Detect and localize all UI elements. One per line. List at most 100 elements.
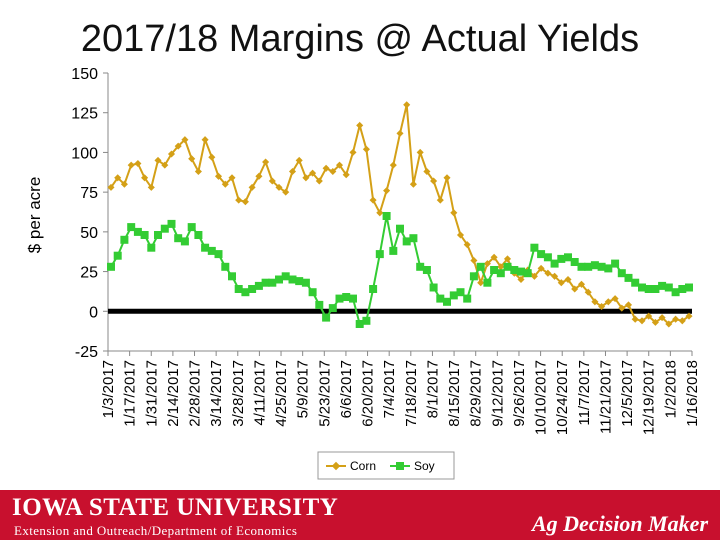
y-axis-title-group: $ per acre bbox=[25, 177, 44, 254]
data-point-corn bbox=[349, 148, 357, 156]
data-point-corn bbox=[228, 174, 236, 182]
data-point-soy bbox=[590, 261, 599, 270]
data-point-soy bbox=[483, 278, 492, 287]
data-point-corn bbox=[503, 255, 512, 263]
x-axis-ticks: 1/3/2017 1/17/2017 1/31/2017 2/14/2017 2/28/… bbox=[100, 351, 701, 435]
legend-soy-marker bbox=[396, 462, 404, 470]
data-point-soy bbox=[207, 246, 216, 255]
x-tick-label: 11/7/2017 bbox=[576, 360, 593, 426]
data-point-corn bbox=[322, 164, 330, 172]
y-tick-label: 25 bbox=[80, 265, 98, 282]
data-point-corn bbox=[241, 198, 249, 206]
x-tick-label: 4/25/2017 bbox=[273, 360, 290, 427]
data-point-soy bbox=[651, 285, 660, 293]
data-point-soy bbox=[664, 283, 673, 292]
data-point-soy bbox=[564, 253, 572, 262]
x-tick-label: 1/16/2018 bbox=[684, 360, 701, 427]
data-point-soy bbox=[436, 294, 445, 303]
data-point-soy bbox=[375, 250, 384, 259]
data-point-soy bbox=[617, 269, 626, 278]
data-point-soy bbox=[241, 288, 250, 297]
data-point-corn bbox=[376, 209, 384, 217]
legend-corn-marker bbox=[331, 461, 341, 471]
data-point-corn bbox=[295, 156, 303, 164]
data-point-soy bbox=[389, 246, 398, 255]
data-point-soy bbox=[523, 269, 532, 278]
data-point-corn bbox=[221, 180, 229, 188]
data-point-corn bbox=[309, 169, 317, 177]
data-point-corn bbox=[369, 196, 377, 204]
data-point-soy bbox=[671, 288, 680, 297]
x-tick-label: 6/6/2017 bbox=[338, 360, 355, 418]
data-point-soy bbox=[288, 275, 297, 284]
data-point-soy bbox=[301, 278, 310, 287]
data-point-corn bbox=[134, 159, 142, 168]
data-point-soy bbox=[678, 285, 687, 293]
x-tick-label: 1/31/2017 bbox=[143, 360, 160, 427]
data-point-corn bbox=[551, 272, 559, 280]
y-tick-label: -25 bbox=[75, 344, 98, 361]
axis-lines bbox=[107, 73, 692, 352]
data-point-corn bbox=[167, 150, 176, 158]
data-point-soy bbox=[349, 294, 357, 303]
data-point-soy bbox=[369, 285, 378, 293]
data-point-soy bbox=[469, 272, 478, 281]
x-tick-label: 10/24/2017 bbox=[554, 360, 571, 435]
data-point-soy bbox=[248, 285, 257, 293]
data-point-soy bbox=[443, 297, 451, 306]
x-tick-label: 2/28/2017 bbox=[187, 360, 204, 427]
data-point-corn bbox=[423, 167, 431, 176]
data-point-corn bbox=[624, 301, 633, 309]
data-point-corn bbox=[477, 279, 485, 287]
data-point-corn bbox=[577, 280, 586, 288]
data-point-corn bbox=[544, 269, 552, 277]
data-point-corn bbox=[658, 314, 666, 322]
x-tick-label: 4/11/2017 bbox=[251, 360, 268, 426]
x-tick-label: 12/19/2017 bbox=[641, 360, 658, 435]
x-tick-label: 7/18/2017 bbox=[403, 360, 420, 427]
data-point-corn bbox=[396, 129, 404, 137]
data-point-soy bbox=[624, 273, 633, 282]
x-tick-label: 3/14/2017 bbox=[208, 360, 225, 427]
data-point-soy bbox=[476, 262, 485, 271]
data-point-soy bbox=[261, 278, 270, 287]
data-point-corn bbox=[665, 320, 673, 328]
data-point-corn bbox=[154, 156, 162, 164]
data-point-soy bbox=[557, 254, 566, 263]
data-point-corn bbox=[255, 172, 263, 180]
data-point-soy bbox=[281, 272, 290, 281]
y-axis-ticks: 150 125 100 75 50 25 0 -25 bbox=[71, 66, 108, 361]
data-point-soy bbox=[214, 250, 223, 259]
x-tick-label: 11/21/2017 bbox=[597, 360, 614, 434]
data-point-soy bbox=[463, 294, 472, 303]
data-point-soy bbox=[604, 264, 613, 273]
x-tick-label: 3/28/2017 bbox=[230, 360, 247, 427]
data-point-corn bbox=[302, 174, 310, 182]
data-point-soy bbox=[275, 275, 283, 284]
data-point-corn bbox=[356, 121, 364, 129]
data-point-soy bbox=[503, 262, 512, 271]
x-tick-label: 5/9/2017 bbox=[295, 360, 312, 418]
data-point-corn bbox=[329, 167, 337, 176]
data-point-soy bbox=[355, 320, 364, 328]
data-point-corn bbox=[557, 279, 565, 287]
data-point-corn bbox=[517, 275, 525, 284]
data-point-corn bbox=[120, 180, 128, 188]
data-point-corn bbox=[436, 196, 444, 204]
data-point-soy bbox=[194, 231, 203, 239]
data-point-soy bbox=[631, 278, 640, 287]
x-tick-label: 1/17/2017 bbox=[122, 360, 139, 427]
data-point-corn bbox=[598, 302, 606, 311]
data-point-corn bbox=[181, 136, 189, 144]
data-point-soy bbox=[335, 294, 344, 303]
data-point-soy bbox=[429, 283, 438, 292]
data-point-corn bbox=[235, 196, 243, 204]
page-title: 2017/18 Margins @ Actual Yields bbox=[80, 18, 640, 60]
data-point-corn bbox=[282, 188, 290, 196]
data-point-soy bbox=[517, 267, 525, 276]
data-point-soy bbox=[402, 237, 411, 246]
data-point-soy bbox=[234, 285, 243, 293]
data-point-corn bbox=[201, 136, 209, 144]
data-point-corn bbox=[409, 180, 417, 188]
